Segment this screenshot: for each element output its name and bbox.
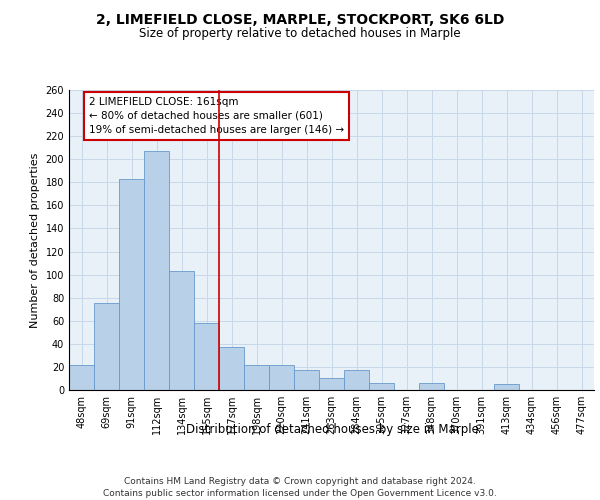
Bar: [419, 383, 444, 390]
Bar: [244, 364, 269, 390]
Bar: [369, 383, 394, 390]
Text: Distribution of detached houses by size in Marple: Distribution of detached houses by size …: [185, 422, 479, 436]
Text: 2 LIMEFIELD CLOSE: 161sqm
← 80% of detached houses are smaller (601)
19% of semi: 2 LIMEFIELD CLOSE: 161sqm ← 80% of detac…: [89, 97, 344, 135]
Text: Size of property relative to detached houses in Marple: Size of property relative to detached ho…: [139, 28, 461, 40]
Bar: [494, 384, 519, 390]
Bar: [294, 370, 319, 390]
Bar: [69, 364, 94, 390]
Bar: [219, 348, 244, 390]
Bar: [319, 378, 344, 390]
Text: 2, LIMEFIELD CLOSE, MARPLE, STOCKPORT, SK6 6LD: 2, LIMEFIELD CLOSE, MARPLE, STOCKPORT, S…: [96, 12, 504, 26]
Bar: [169, 271, 194, 390]
Bar: [94, 304, 119, 390]
Bar: [144, 151, 169, 390]
Bar: [344, 370, 369, 390]
Bar: [269, 364, 294, 390]
Bar: [194, 323, 219, 390]
Text: Contains HM Land Registry data © Crown copyright and database right 2024.
Contai: Contains HM Land Registry data © Crown c…: [103, 476, 497, 498]
Y-axis label: Number of detached properties: Number of detached properties: [30, 152, 40, 328]
Bar: [119, 179, 144, 390]
